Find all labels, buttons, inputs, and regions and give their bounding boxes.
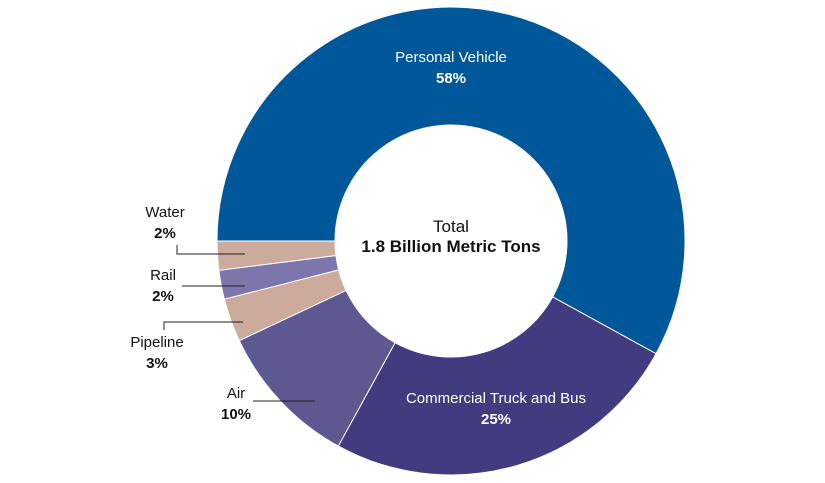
slice-value-rail: 2% [152, 288, 174, 305]
center-total-label: Total [433, 217, 469, 236]
slice-label-water: Water [145, 204, 184, 221]
center-total-value: 1.8 Billion Metric Tons [361, 237, 540, 256]
slice-water [216, 240, 337, 271]
slice-label-air: Air [227, 385, 245, 402]
slice-label-personal-vehicle: Personal Vehicle [395, 49, 507, 66]
slice-label-pipeline: Pipeline [130, 334, 183, 351]
slice-commercial-truck-and-bus [337, 296, 657, 476]
slice-value-water: 2% [154, 225, 176, 242]
slice-value-air: 10% [221, 406, 251, 423]
slice-personal-vehicle [216, 6, 686, 355]
slice-label-rail: Rail [150, 267, 176, 284]
slice-labels: Personal Vehicle 58% Commercial Truck and … [130, 49, 586, 428]
leader-line-pipeline [163, 321, 243, 330]
slices-layer [216, 6, 686, 476]
leader-lines [163, 245, 315, 402]
slice-label-commercial-truck-and-bus: Commercial Truck and Bus [406, 390, 586, 407]
slice-value-pipeline: 3% [146, 355, 168, 372]
leader-line-water [176, 245, 245, 255]
slice-value-personal-vehicle: 58% [436, 70, 466, 87]
donut-center-hole [335, 125, 567, 357]
slice-value-commercial-truck-and-bus: 25% [481, 411, 511, 428]
